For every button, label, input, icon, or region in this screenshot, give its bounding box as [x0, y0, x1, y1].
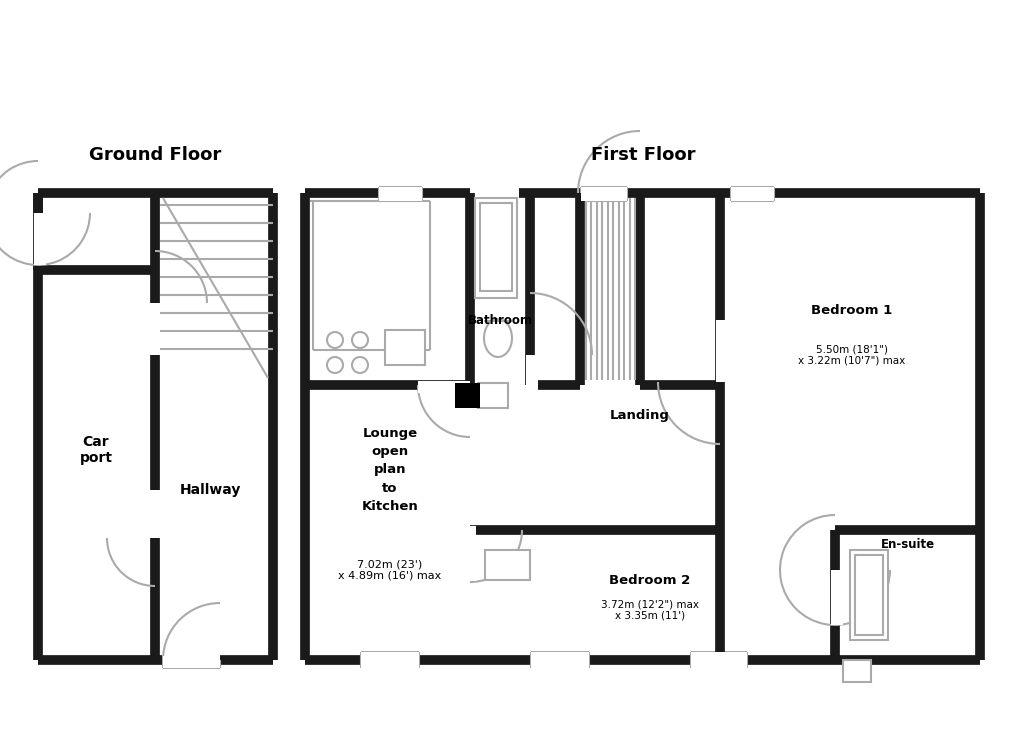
Text: Ground Floor: Ground Floor — [89, 146, 221, 164]
Text: Bathroom: Bathroom — [467, 313, 532, 327]
Bar — [854, 555, 882, 635]
Bar — [454, 383, 480, 408]
Bar — [475, 198, 517, 298]
Text: First Floor: First Floor — [590, 146, 695, 164]
Bar — [526, 355, 537, 420]
Bar — [715, 320, 728, 382]
Bar — [690, 652, 746, 670]
Text: Bedroom 1: Bedroom 1 — [810, 304, 892, 316]
Bar — [418, 381, 470, 393]
Bar — [849, 550, 888, 640]
Bar — [34, 213, 46, 265]
Ellipse shape — [854, 601, 882, 639]
Ellipse shape — [484, 319, 512, 357]
Bar — [379, 187, 422, 201]
Bar — [484, 550, 530, 580]
Bar — [531, 652, 588, 670]
Text: 7.02m (23')
x 4.89m (16') max: 7.02m (23') x 4.89m (16') max — [338, 559, 441, 581]
Text: 3.72m (12'2") max
x 3.35m (11'): 3.72m (12'2") max x 3.35m (11') — [600, 599, 698, 621]
Bar — [478, 383, 507, 408]
Bar — [830, 570, 842, 625]
Bar — [842, 660, 870, 682]
Bar — [466, 526, 476, 581]
Text: 5.50m (18'1")
x 3.22m (10'7") max: 5.50m (18'1") x 3.22m (10'7") max — [798, 345, 905, 366]
Bar — [163, 656, 220, 668]
Text: Lounge
open
plan
to
Kitchen: Lounge open plan to Kitchen — [362, 428, 418, 513]
Bar — [581, 187, 627, 201]
Bar — [361, 652, 419, 670]
Text: En-suite: En-suite — [880, 539, 934, 551]
Bar — [384, 330, 425, 365]
Text: Car
port: Car port — [79, 435, 112, 465]
Text: Bedroom 2: Bedroom 2 — [608, 574, 690, 586]
Text: Landing: Landing — [609, 408, 669, 422]
Text: Hallway: Hallway — [179, 483, 240, 497]
Bar — [480, 203, 512, 291]
Bar — [731, 187, 773, 201]
